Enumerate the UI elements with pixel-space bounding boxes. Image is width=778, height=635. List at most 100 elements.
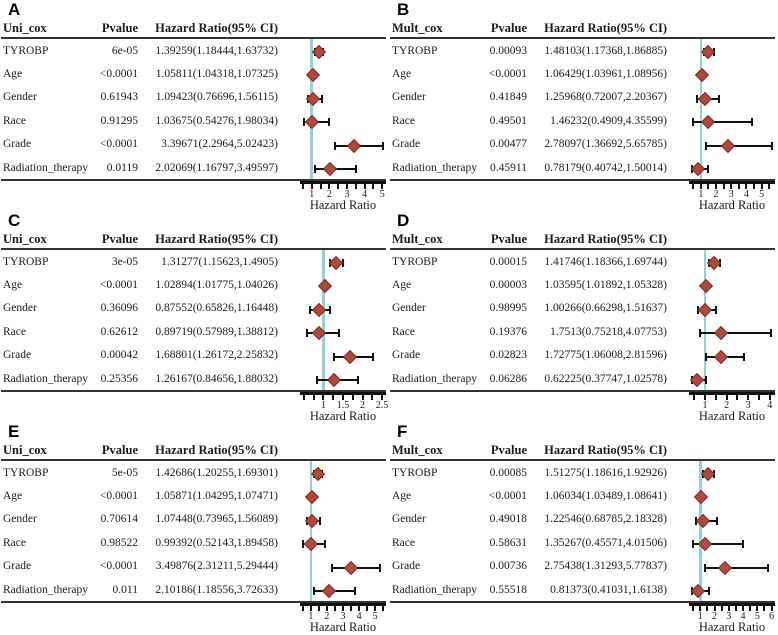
x-axis-tick-label: 3 (726, 611, 732, 622)
x-axis-tick (301, 605, 304, 611)
table-bottom-rule (1, 601, 386, 603)
x-axis-tick-label: 2 (360, 400, 366, 411)
point-estimate-diamond (700, 115, 715, 130)
table-bottom-rule (390, 179, 775, 181)
variable-label: Grade (3, 349, 32, 362)
hr-ci-cell: 1.22546(0.68785,2.18328) (544, 513, 667, 526)
x-axis-tick-label: 1 (702, 400, 708, 411)
hr-ci-cell: 1.07448(0.73965,1.56089) (155, 513, 278, 526)
pvalue-cell: 0.0119 (106, 161, 138, 174)
variable-label: Radiation_therapy (3, 583, 88, 596)
panel-letter: A (8, 0, 21, 19)
variable-label: Gender (3, 513, 37, 526)
hr-ci-cell: 0.89719(0.57989,1.38812) (155, 325, 278, 338)
ci-cap-upper (742, 540, 745, 549)
x-axis-title: Hazard Ratio (309, 620, 377, 634)
ci-cap-lower (691, 540, 694, 549)
column-header-hr-ci: Hazard Ratio(95% CI) (544, 443, 667, 457)
table-bottom-rule (1, 390, 386, 392)
hr-ci-cell: 0.81373(0.41031,1.6138) (550, 583, 667, 596)
pvalue-cell: 0.00093 (489, 44, 527, 57)
x-axis-tick (351, 394, 354, 400)
x-axis-tick-label: 4 (767, 400, 773, 411)
x-axis-tick (692, 183, 695, 189)
x-axis-tick (742, 605, 745, 611)
x-axis-tick-label: 1.5 (336, 400, 350, 411)
x-axis-tick (302, 394, 305, 400)
pvalue-cell: 0.19376 (489, 325, 527, 338)
ci-cap-upper (354, 165, 357, 173)
column-header-hr-ci: Hazard Ratio(95% CI) (155, 232, 278, 246)
variable-label: Grade (392, 349, 421, 362)
panel-letter: F (397, 422, 408, 441)
x-axis-tick (727, 605, 730, 611)
x-axis-tick-label: 5 (372, 611, 378, 622)
ci-cap-upper (707, 165, 710, 173)
ci-error-bar (699, 332, 772, 335)
panel-B: B Mult_cox Pvalue Hazard Ratio(95% CI) TYROB… (389, 0, 778, 212)
x-axis-tick (730, 183, 733, 189)
ci-cap-upper (381, 141, 384, 150)
hr-ci-cell: 1.48103(1.17368,1.86885) (544, 44, 667, 57)
x-axis-tick (737, 183, 740, 189)
pvalue-cell: <0.0001 (99, 560, 138, 573)
x-axis-tick-label: 2 (724, 400, 730, 411)
hr-ci-cell: 1.51275(1.18616,1.92926) (544, 466, 667, 479)
ci-error-bar (692, 543, 744, 546)
ci-cap-upper (704, 376, 707, 384)
panel-E: E Uni_cox Pvalue Hazard Ratio(95% CI) TYROBP… (0, 422, 389, 634)
variable-label: Race (392, 536, 415, 549)
column-header-model: Mult_cox (392, 21, 443, 35)
x-axis-tick (310, 183, 313, 189)
ci-cap-upper (767, 563, 770, 572)
pvalue-cell: 0.98522 (100, 536, 138, 549)
variable-label: Radiation_therapy (3, 372, 88, 385)
pvalue-cell: 0.49501 (489, 114, 527, 127)
ci-error-bar (706, 144, 772, 147)
panel-D: D Mult_cox Pvalue Hazard Ratio(95% CI) TYROB… (389, 211, 778, 423)
ci-cap-lower (316, 376, 319, 384)
variable-label: Age (392, 67, 412, 80)
x-axis-tick-label: 5 (379, 189, 385, 200)
panel-C: C Uni_cox Pvalue Hazard Ratio(95% CI) TYROBP… (0, 211, 389, 423)
header-rule (390, 37, 775, 39)
point-estimate-diamond (718, 560, 733, 575)
x-axis-tick-label: 3 (344, 189, 350, 200)
x-axis-tick (333, 605, 336, 611)
pvalue-cell: 0.98995 (489, 302, 527, 315)
ci-cap-lower (696, 305, 699, 314)
x-axis-tick (322, 394, 325, 400)
pvalue-cell: <0.0001 (99, 138, 138, 151)
x-axis-tick-label: 4 (356, 611, 362, 622)
hr-ci-cell: 3.39671(2.2964,5.02423) (161, 138, 278, 151)
hr-ci-cell: 1.46232(0.4909,4.35599) (550, 114, 667, 127)
reference-line (699, 39, 703, 179)
point-estimate-diamond (321, 583, 336, 599)
hr-ci-cell: 1.39259(1.18444,1.63732) (155, 44, 278, 57)
x-axis-line (689, 392, 775, 395)
x-axis-tick (747, 394, 750, 400)
ci-cap-lower (313, 165, 316, 173)
hr-ci-cell: 1.35267(0.45571,4.01506) (544, 536, 667, 549)
x-axis-tick (345, 183, 348, 189)
ci-cap-lower (302, 540, 305, 549)
ci-cap-lower (694, 516, 697, 525)
x-axis-tick-label: 1 (308, 611, 314, 622)
ci-cap-upper (770, 141, 773, 150)
ci-cap-upper (716, 516, 719, 525)
variable-label: Race (3, 325, 26, 338)
ci-cap-upper (770, 329, 773, 338)
point-estimate-diamond (305, 115, 320, 130)
pvalue-cell: 0.62612 (100, 325, 138, 338)
x-axis-tick (319, 183, 322, 189)
hr-ci-cell: 1.25968(0.72007,2.20367) (544, 91, 667, 104)
variable-label: Gender (392, 302, 426, 315)
column-header-hr-ci: Hazard Ratio(95% CI) (544, 232, 667, 246)
x-axis-tick-label: 1 (697, 611, 703, 622)
pvalue-cell: <0.0001 (488, 489, 527, 502)
variable-label: Age (3, 278, 23, 291)
x-axis-tick-label: 3 (745, 400, 751, 411)
ci-cap-upper (318, 516, 321, 525)
x-axis-tick (693, 394, 696, 400)
